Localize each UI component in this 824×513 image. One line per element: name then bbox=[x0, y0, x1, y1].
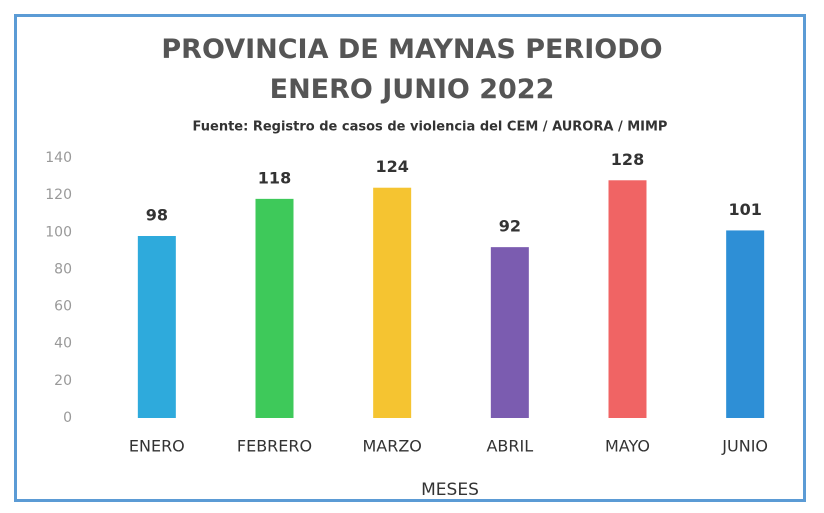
bar bbox=[255, 198, 294, 418]
data-label: 101 bbox=[728, 200, 761, 219]
chart-title: PROVINCIA DE MAYNAS PERIODO ENERO JUNIO … bbox=[161, 34, 663, 105]
chart-frame bbox=[14, 14, 806, 502]
y-tick-label: 80 bbox=[54, 261, 72, 277]
x-tick-label: ENERO bbox=[129, 437, 185, 456]
y-tick-label: 120 bbox=[45, 187, 72, 203]
data-label: 128 bbox=[611, 150, 644, 169]
data-label: 98 bbox=[146, 206, 168, 225]
x-tick-label: JUNIO bbox=[721, 437, 768, 456]
bar bbox=[490, 247, 529, 418]
data-label: 118 bbox=[258, 168, 291, 187]
title-wrap: PROVINCIA DE MAYNAS PERIODO ENERO JUNIO … bbox=[0, 30, 824, 110]
data-label: 124 bbox=[375, 157, 408, 176]
bar bbox=[608, 180, 647, 418]
bar bbox=[726, 230, 765, 418]
data-label: 92 bbox=[499, 217, 521, 236]
x-tick-label: MAYO bbox=[605, 437, 650, 456]
y-tick-label: 40 bbox=[54, 336, 72, 352]
x-tick-label: FEBRERO bbox=[237, 437, 312, 456]
x-tick-label: ABRIL bbox=[486, 437, 533, 456]
y-tick-label: 60 bbox=[54, 299, 72, 315]
y-tick-label: 100 bbox=[45, 224, 72, 240]
bar bbox=[137, 236, 176, 418]
x-tick-label: MARZO bbox=[362, 437, 421, 456]
y-tick-label: 140 bbox=[45, 150, 72, 166]
chart-subtitle: Fuente: Registro de casos de violencia d… bbox=[193, 120, 668, 135]
y-tick-label: 20 bbox=[54, 373, 72, 389]
x-axis-label: MESES bbox=[421, 480, 479, 500]
bar bbox=[373, 187, 412, 418]
y-tick-label: 0 bbox=[63, 410, 72, 426]
